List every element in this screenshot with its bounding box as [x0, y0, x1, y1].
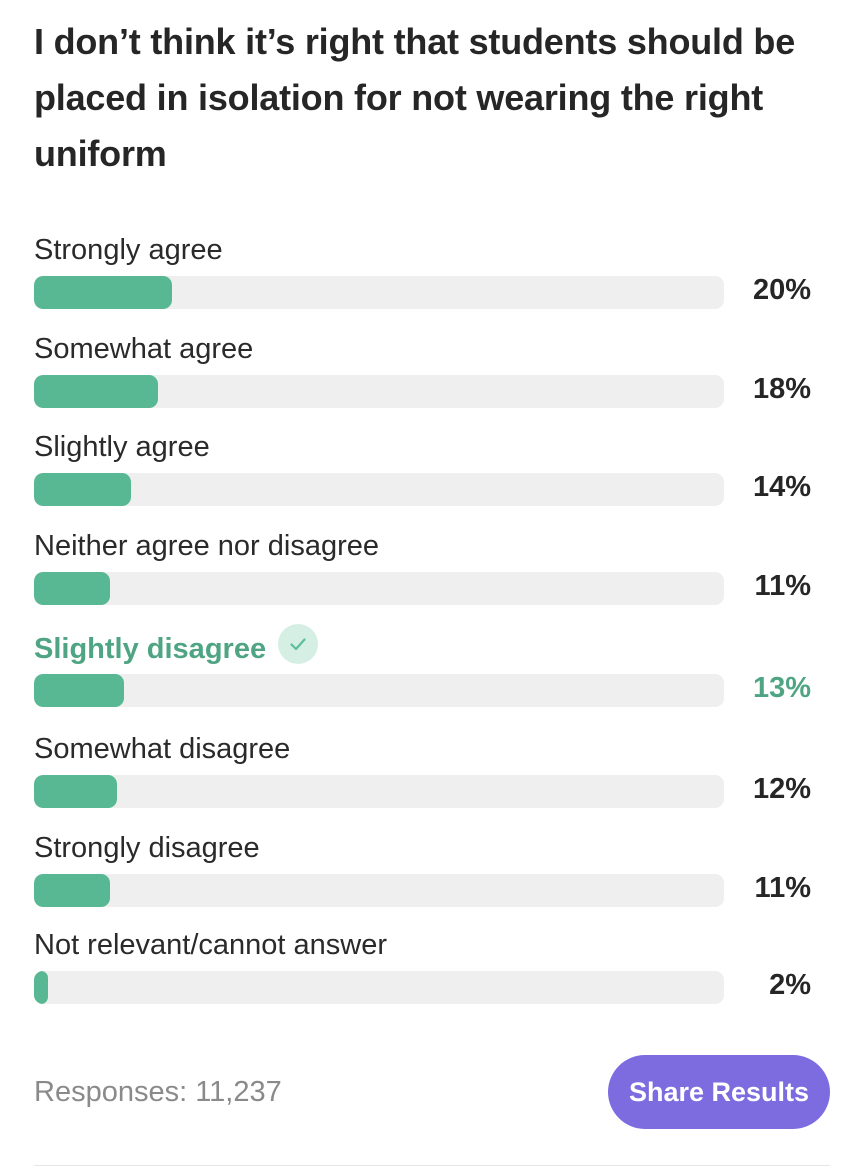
result-bar-track — [34, 971, 724, 1004]
option-label: Somewhat disagree — [34, 733, 291, 765]
result-bar-track — [34, 375, 724, 408]
poll-question: I don’t think it’s right that students s… — [34, 21, 796, 174]
result-bar-track — [34, 572, 724, 605]
option-label: Not relevant/cannot answer — [34, 929, 388, 961]
poll-option-strongly-disagree[interactable]: Strongly disagree 11% — [0, 830, 863, 920]
option-percentage: 11% — [754, 570, 811, 602]
responses-count: Responses: 11,237 — [34, 1076, 282, 1108]
option-label: Somewhat agree — [34, 333, 254, 365]
option-percentage: 12% — [752, 773, 811, 805]
result-bar-fill — [34, 775, 117, 808]
result-bar-fill — [34, 473, 131, 506]
poll-option-slightly-agree[interactable]: Slightly agree 14% — [0, 429, 863, 519]
divider — [34, 1165, 830, 1166]
result-bar-track — [34, 276, 724, 309]
result-bar-track — [34, 775, 724, 808]
poll-option-slightly-disagree[interactable]: Slightly disagree 13% — [0, 624, 863, 718]
poll-option-somewhat-agree[interactable]: Somewhat agree 18% — [0, 331, 863, 421]
share-results-button[interactable]: Share Results — [608, 1055, 830, 1129]
option-percentage: 2% — [769, 969, 811, 1001]
result-bar-fill — [34, 572, 110, 605]
option-percentage: 14% — [752, 471, 811, 503]
poll-option-not-relevant[interactable]: Not relevant/cannot answer 2% — [0, 927, 863, 1017]
option-label: Strongly disagree — [34, 832, 260, 864]
poll-option-somewhat-disagree[interactable]: Somewhat disagree 12% — [0, 731, 863, 821]
result-bar-track — [34, 473, 724, 506]
result-bar-fill — [34, 276, 172, 309]
option-percentage: 13% — [752, 672, 811, 704]
result-bar-fill — [34, 375, 158, 408]
checkmark-icon — [278, 624, 318, 664]
option-label: Slightly disagree — [34, 633, 267, 665]
poll-option-neither[interactable]: Neither agree nor disagree 11% — [0, 528, 863, 618]
option-percentage: 20% — [752, 274, 811, 306]
option-percentage: 18% — [752, 373, 811, 405]
result-bar-fill — [34, 971, 48, 1004]
result-bar-fill — [34, 674, 124, 707]
option-label: Neither agree nor disagree — [34, 530, 379, 562]
option-percentage: 11% — [754, 872, 811, 904]
result-bar-track — [34, 674, 724, 707]
result-bar-track — [34, 874, 724, 907]
option-label: Slightly agree — [34, 431, 210, 463]
result-bar-fill — [34, 874, 110, 907]
poll-option-strongly-agree[interactable]: Strongly agree 20% — [0, 232, 863, 322]
option-label: Strongly agree — [34, 234, 223, 266]
